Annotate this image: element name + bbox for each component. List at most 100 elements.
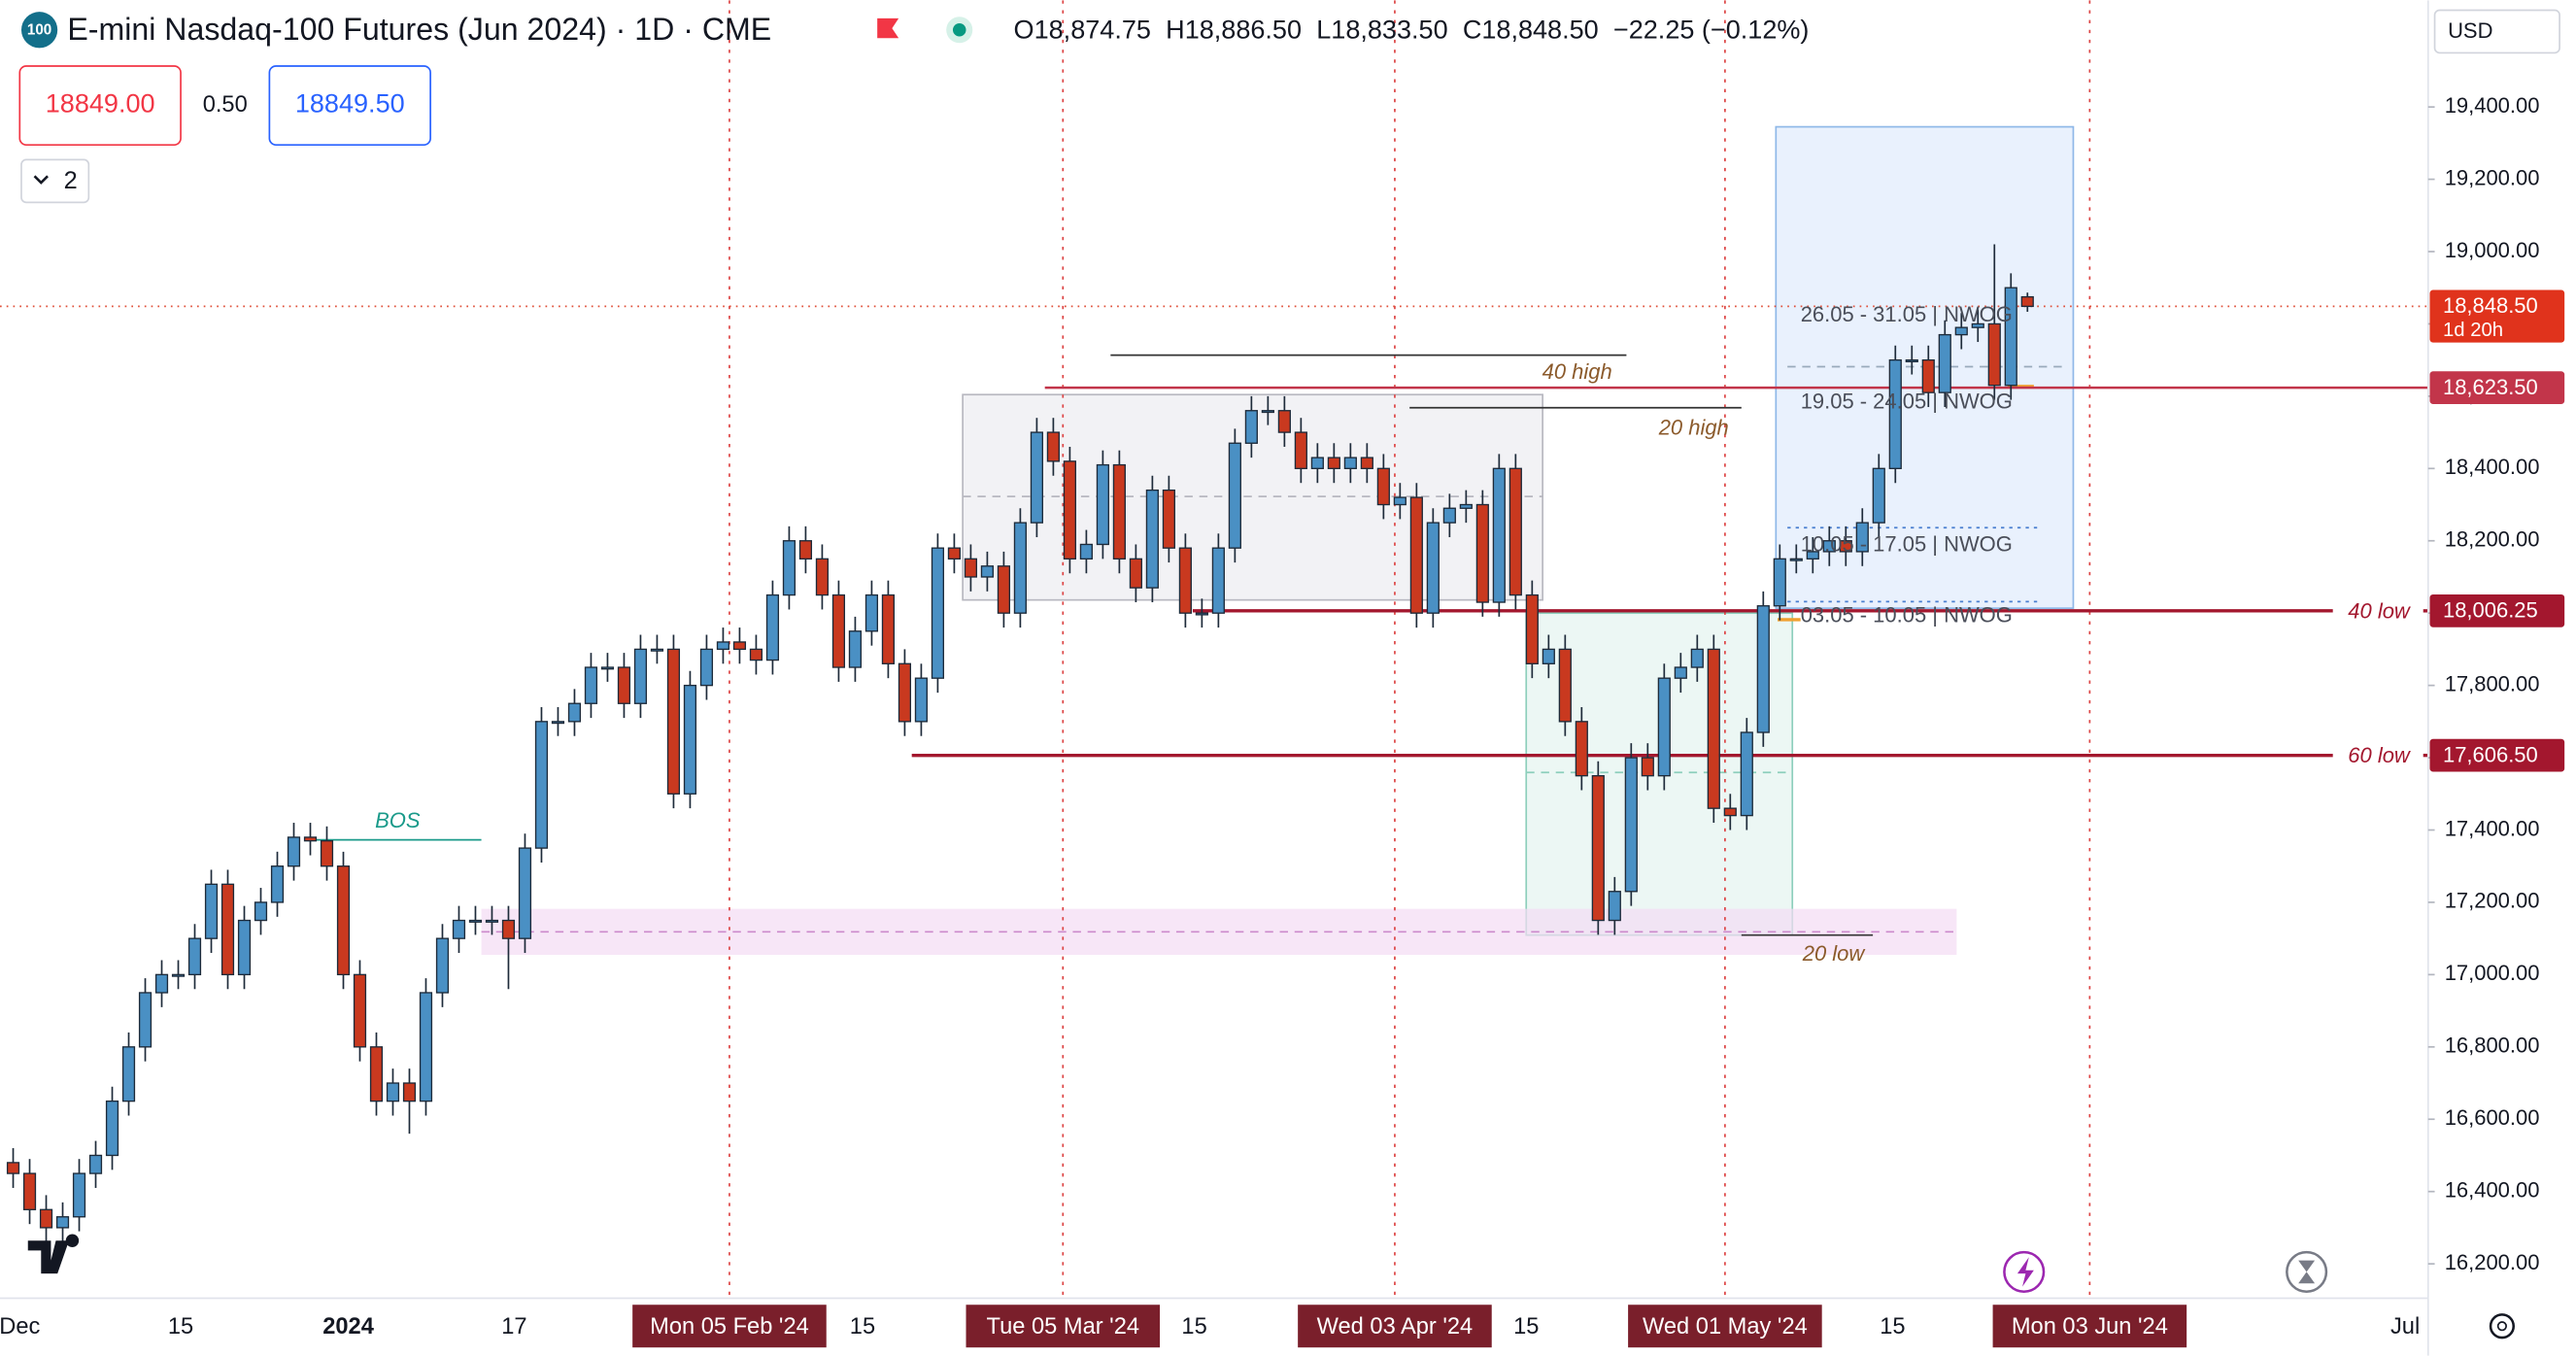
candle-body (1228, 442, 1241, 549)
candle-body (220, 883, 235, 976)
price-axis: 16,200.00 16,400.00 16,600.00 16,800.00 17,0… (2427, 93, 2565, 1274)
candle-body (254, 901, 268, 922)
candle-body (1591, 774, 1605, 922)
annotation: 20 high (1658, 416, 1729, 440)
candle-body (6, 1162, 20, 1174)
candle-body (980, 565, 994, 578)
candle-body (898, 662, 912, 723)
candle-body (1558, 648, 1572, 723)
x-tick-label: 2024 (322, 1314, 374, 1339)
ohlc-value: 18,874.75 (1034, 16, 1151, 45)
candle-body (1492, 467, 1506, 603)
x-tick-label: Tue 05 Mar '24 (987, 1314, 1140, 1339)
candle-body (997, 565, 1010, 614)
candle-body (964, 558, 978, 578)
ohlc: O18,874.75 H18,886.50 L18,833.50 C18,848.50… (1014, 16, 1810, 45)
replay-icon[interactable] (2286, 1250, 2328, 1293)
candle-body (419, 992, 433, 1102)
y-tick-label: 17,800.00 (2445, 671, 2540, 695)
candle-body (468, 919, 483, 923)
candle-body (1773, 558, 1786, 607)
y-tick-label: 19,400.00 (2445, 93, 2540, 118)
candle-body (518, 847, 532, 939)
candle-body (1096, 463, 1109, 546)
candle-body (617, 666, 631, 704)
candle-body (171, 973, 186, 977)
candle-body (666, 648, 681, 795)
candle-body (1723, 807, 1737, 817)
candle-body (452, 919, 466, 939)
currency-select[interactable] (2433, 9, 2560, 54)
layers-toggle[interactable] (20, 158, 90, 204)
y-tick-label: 17,400.00 (2445, 816, 2540, 840)
candle-body (1905, 358, 1918, 363)
time-axis: Dec 15 2024 17 Mon 05 Feb '24 15 Tue 05 Mar '2… (0, 1305, 2420, 1348)
ohlc-key: L (1316, 16, 1331, 45)
candle-body (435, 937, 450, 994)
chevron (33, 175, 49, 185)
candle-body (39, 1208, 53, 1229)
candle-body (1839, 540, 1852, 553)
settings-icon[interactable] (2489, 1313, 2515, 1339)
candle-body (303, 836, 318, 842)
candle-body (1822, 540, 1836, 553)
candle-body (187, 937, 202, 976)
sell-button[interactable] (18, 65, 182, 147)
buy-button[interactable] (268, 65, 431, 147)
candle-body (336, 865, 351, 976)
annotation: BOS (375, 808, 421, 832)
candle-body (138, 992, 153, 1048)
candle-body (534, 721, 549, 849)
candle-body (1872, 467, 1885, 524)
candle-body (105, 1100, 119, 1157)
candle-body (1079, 543, 1093, 560)
candle-body (88, 1154, 103, 1174)
candle-body (55, 1216, 70, 1229)
candle-body (1294, 431, 1307, 469)
candle-body (1459, 503, 1473, 509)
candle-body (1360, 457, 1373, 469)
candle-body (567, 702, 582, 723)
ohlc-value: 18,833.50 (1331, 16, 1447, 45)
candle-body (1376, 467, 1390, 506)
candle-body (1145, 489, 1159, 589)
markers (1778, 385, 2034, 622)
candle-body (72, 1172, 86, 1218)
lightning (2017, 1257, 2034, 1287)
candle-body (237, 919, 252, 976)
date-badge (966, 1305, 1161, 1348)
candle-body (1938, 333, 1951, 393)
x-tick-label: Mon 03 Jun '24 (2012, 1314, 2168, 1339)
candle-body (1707, 648, 1720, 809)
ohlc-value: 18,848.50 (1481, 16, 1598, 45)
candle-body (2004, 287, 2017, 387)
candle-body (831, 593, 846, 668)
candle-body (22, 1172, 37, 1210)
x-tick-label: Wed 01 May '24 (1643, 1314, 1808, 1339)
candle-body (386, 1082, 400, 1102)
tv-logo (27, 1234, 80, 1274)
annotation: 10.05 - 17.05 | NWOG (1801, 532, 2013, 557)
y-tick-label: 16,600.00 (2445, 1105, 2540, 1130)
date-badge (1298, 1305, 1492, 1348)
candle-body (1756, 605, 1770, 733)
flag-icon[interactable] (877, 17, 899, 39)
candle-body (1921, 358, 1935, 393)
candle-body (1310, 457, 1324, 469)
candle-body (716, 641, 730, 651)
symbol-icon (20, 12, 58, 49)
settings-core (2496, 1321, 2507, 1332)
candle-body (485, 919, 499, 923)
candle-body (1855, 522, 1869, 553)
candle-body (121, 1046, 136, 1102)
candle-body (1343, 457, 1357, 469)
y-tick-label: 18,200.00 (2445, 527, 2540, 552)
date-badge (632, 1305, 827, 1348)
symbol-title: E-mini Nasdaq-100 Futures (Jun 2024) · 1… (67, 12, 771, 47)
y-tick-label: 16,800.00 (2445, 1034, 2540, 1058)
candle-body (551, 721, 565, 725)
annotation: 03.05 - 10.05 | NWOG (1801, 602, 2013, 627)
candle-body (1542, 648, 1555, 664)
